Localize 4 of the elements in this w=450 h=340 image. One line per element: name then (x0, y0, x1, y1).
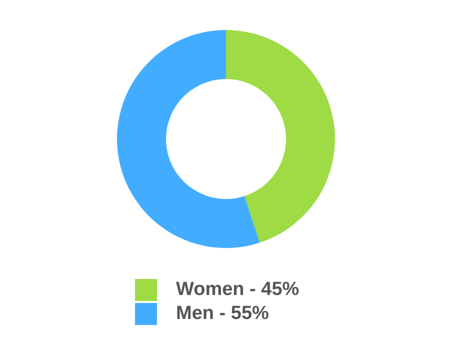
legend-label: Men - 55% (176, 303, 269, 325)
legend-label: Women - 45% (176, 279, 300, 301)
donut-slice (226, 30, 335, 243)
donut-slice (117, 30, 260, 248)
